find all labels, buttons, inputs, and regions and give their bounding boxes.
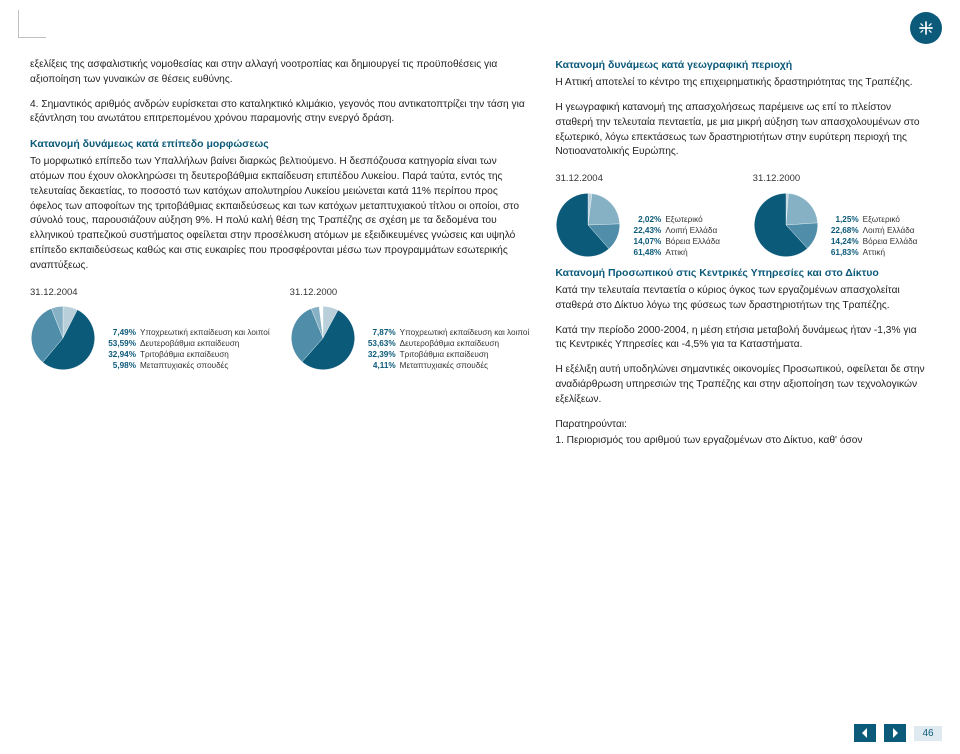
legend-label: Αττική xyxy=(665,247,687,258)
legend-row: 7,49% Υποχρεωτική εκπαίδευση και λοιποί xyxy=(104,327,270,338)
footer-navigation: 46 xyxy=(854,724,942,742)
legend-percentage: 61,83% xyxy=(827,247,859,258)
legend-percentage: 14,24% xyxy=(827,236,859,247)
legend-label: Βόρεια Ελλάδα xyxy=(665,236,720,247)
legend-label: Υποχρεωτική εκπαίδευση και λοιποί xyxy=(140,327,270,338)
legend-row: 4,11% Μεταπτυχιακές σπουδές xyxy=(364,360,530,371)
legend-row: 22,68% Λοιπή Ελλάδα xyxy=(827,225,918,236)
left-column: εξελίξεις της ασφαλιστικής νομοθεσίας κα… xyxy=(30,58,529,724)
legend-label: Τριτοβάθμια εκπαίδευση xyxy=(400,349,489,360)
chart-date: 31.12.2004 xyxy=(555,172,732,186)
chart-legend: 7,87%Υποχρεωτική εκπαίδευση και λοιποί53… xyxy=(364,327,530,371)
chart-date: 31.12.2004 xyxy=(30,286,270,300)
paragraph: Η εξέλιξη αυτή υποδηλώνει σημαντικές οικ… xyxy=(555,363,930,407)
legend-row: 14,24% Βόρεια Ελλάδα xyxy=(827,236,918,247)
legend-row: 1,25% Εξωτερικό xyxy=(827,214,918,225)
section-heading: Κατανομή Προσωπικού στις Κεντρικές Υπηρε… xyxy=(555,266,930,281)
section-heading: Κατανομή δυνάμεως κατά γεωγραφική περιοχ… xyxy=(555,58,930,73)
legend-row: 14,07% Βόρεια Ελλάδα xyxy=(629,236,720,247)
legend-row: 61,48% Αττική xyxy=(629,247,720,258)
legend-row: 53,63% Δευτεροβάθμια εκπαίδευση xyxy=(364,338,530,349)
legend-row: 7,87% Υποχρεωτική εκπαίδευση και λοιποί xyxy=(364,327,530,338)
geography-chart-2004: 31.12.2004 2,02% Εξωτερικό 22,43% Λοιπή Ελλ… xyxy=(555,172,732,258)
paragraph: εξελίξεις της ασφαλιστικής νομοθεσίας κα… xyxy=(30,58,529,88)
legend-percentage: 22,43% xyxy=(629,225,661,236)
legend-percentage: 32,39% xyxy=(364,349,396,360)
legend-label: Εξωτερικό xyxy=(863,214,900,225)
next-page-button[interactable] xyxy=(884,724,906,742)
legend-percentage: 5,98% xyxy=(104,360,136,371)
legend-row: 32,94% Τριτοβάθμια εκπαίδευση xyxy=(104,349,270,360)
chart-date: 31.12.2000 xyxy=(290,286,530,300)
education-chart-2000: 31.12.2000 7,87% Υποχρεωτική εκπαίδευση κ… xyxy=(290,286,530,372)
legend-percentage: 7,87% xyxy=(364,327,396,338)
education-charts-row: 31.12.2004 7,49% Υποχρεωτική εκπαίδευση κ… xyxy=(30,286,529,372)
paragraph: Κατά την τελευταία πενταετία ο κύριος όγ… xyxy=(555,284,930,314)
pie-chart xyxy=(290,305,356,371)
paragraph: 1. Περιορισμός του αριθμού των εργαζομέν… xyxy=(555,434,930,449)
legend-label: Βόρεια Ελλάδα xyxy=(863,236,918,247)
legend-percentage: 4,11% xyxy=(364,360,396,371)
legend-percentage: 53,59% xyxy=(104,338,136,349)
legend-row: 5,98% Μεταπτυχιακές σπουδές xyxy=(104,360,270,371)
pie-chart xyxy=(753,192,819,258)
paragraph: 4. Σημαντικός αριθμός ανδρών ευρίσκεται … xyxy=(30,98,529,128)
legend-percentage: 61,48% xyxy=(629,247,661,258)
chart-legend: 2,02% Εξωτερικό 22,43% Λοιπή Ελλάδα 14,07% Βό… xyxy=(629,214,720,258)
page-content: εξελίξεις της ασφαλιστικής νομοθεσίας κα… xyxy=(30,58,930,724)
corner-decoration xyxy=(18,10,46,38)
geography-chart-2000: 31.12.2000 1,25% Εξωτερικό 22,68% Λοιπή Ελλ… xyxy=(753,172,930,258)
education-chart-2004: 31.12.2004 7,49% Υποχρεωτική εκπαίδευση κ… xyxy=(30,286,270,372)
paragraph: Παρατηρούνται: xyxy=(555,418,930,433)
legend-label: Μεταπτυχιακές σπουδές xyxy=(400,360,488,371)
legend-row: 22,43% Λοιπή Ελλάδα xyxy=(629,225,720,236)
legend-percentage: 22,68% xyxy=(827,225,859,236)
legend-label: Δευτεροβάθμια εκπαίδευση xyxy=(140,338,239,349)
legend-label: Εξωτερικό xyxy=(665,214,702,225)
legend-row: 32,39% Τριτοβάθμια εκπαίδευση xyxy=(364,349,530,360)
pie-chart xyxy=(30,305,96,371)
legend-label: Δευτεροβάθμια εκπαίδευση xyxy=(400,338,499,349)
legend-row: 61,83% Αττική xyxy=(827,247,918,258)
legend-label: Αττική xyxy=(863,247,885,258)
paragraph: Η γεωγραφική κατανομή της απασχολήσεως π… xyxy=(555,101,930,160)
chart-date: 31.12.2000 xyxy=(753,172,930,186)
legend-row: 53,59% Δευτεροβάθμια εκπαίδευση xyxy=(104,338,270,349)
brand-logo xyxy=(910,12,942,44)
paragraph: Η Αττική αποτελεί το κέντρο της επιχειρη… xyxy=(555,76,930,91)
legend-percentage: 7,49% xyxy=(104,327,136,338)
legend-percentage: 53,63% xyxy=(364,338,396,349)
prev-page-button[interactable] xyxy=(854,724,876,742)
page-number: 46 xyxy=(914,726,942,741)
paragraph: Το μορφωτικό επίπεδο των Υπαλλήλων βαίνε… xyxy=(30,155,529,273)
legend-label: Μεταπτυχιακές σπουδές xyxy=(140,360,228,371)
paragraph: Κατά την περίοδο 2000-2004, η μέση ετήσι… xyxy=(555,324,930,354)
legend-percentage: 14,07% xyxy=(629,236,661,247)
legend-label: Λοιπή Ελλάδα xyxy=(665,225,717,236)
geography-charts-row: 31.12.2004 2,02% Εξωτερικό 22,43% Λοιπή Ελλ… xyxy=(555,172,930,258)
chart-legend: 7,49%Υποχρεωτική εκπαίδευση και λοιποί53… xyxy=(104,327,270,371)
pie-chart xyxy=(555,192,621,258)
legend-label: Τριτοβάθμια εκπαίδευση xyxy=(140,349,229,360)
section-heading: Κατανομή δυνάμεως κατά επίπεδο μορφώσεως xyxy=(30,137,529,152)
legend-label: Υποχρεωτική εκπαίδευση και λοιποί xyxy=(400,327,530,338)
legend-percentage: 1,25% xyxy=(827,214,859,225)
legend-label: Λοιπή Ελλάδα xyxy=(863,225,915,236)
legend-row: 2,02% Εξωτερικό xyxy=(629,214,720,225)
chart-legend: 1,25% Εξωτερικό 22,68% Λοιπή Ελλάδα 14,24% Βό… xyxy=(827,214,918,258)
legend-percentage: 2,02% xyxy=(629,214,661,225)
right-column: Κατανομή δυνάμεως κατά γεωγραφική περιοχ… xyxy=(555,58,930,724)
legend-percentage: 32,94% xyxy=(104,349,136,360)
